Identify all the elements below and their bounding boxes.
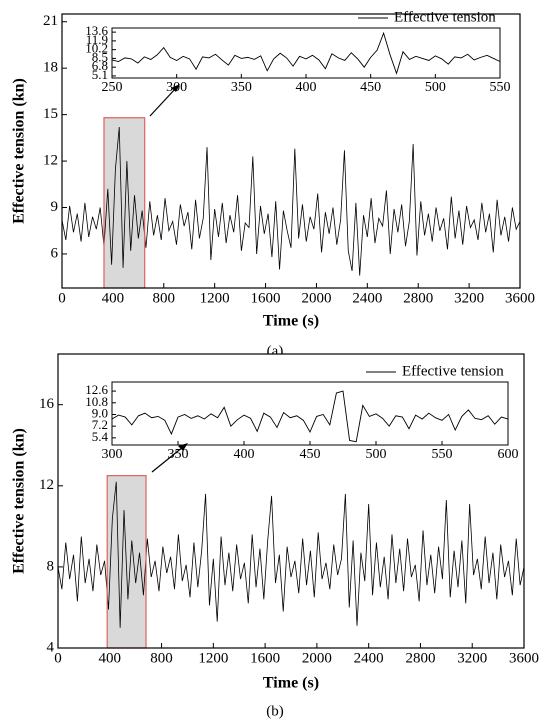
inset-x-tick-label: 350 [168, 447, 189, 462]
x-tick-label: 3200 [457, 650, 487, 666]
y-tick-label: 8 [47, 558, 55, 574]
inset-y-tick-label: 13.6 [85, 23, 108, 38]
inset-y-tick-label: 7.2 [92, 417, 108, 432]
axes-frame [57, 353, 525, 649]
x-tick-label: 0 [54, 650, 62, 666]
inset-plot-area [112, 28, 500, 78]
x-tick-label: 400 [99, 650, 122, 666]
x-tick-label: 2800 [405, 650, 435, 666]
x-tick-label: 2000 [301, 290, 331, 306]
arrow-head [171, 84, 180, 92]
inset-x-tick-label: 550 [490, 80, 511, 95]
x-tick-label: 2800 [403, 290, 433, 306]
inset-y-tick-label: 11.9 [86, 32, 108, 47]
highlight [103, 117, 145, 288]
inset-x-tick-label: 600 [498, 447, 519, 462]
axes-frame [61, 13, 521, 289]
data-line [61, 126, 521, 276]
inset-line [111, 31, 501, 75]
x-tick-label: 2000 [302, 650, 332, 666]
y-tick-label: 15 [43, 106, 58, 122]
legend-label: Effective tension [394, 9, 496, 25]
x-tick-label: 3200 [454, 290, 484, 306]
inset-y-tick-label: 12.6 [85, 382, 108, 397]
x-axis-label: Time (s) [263, 313, 319, 330]
inset-frame [111, 381, 509, 446]
inset-x-tick-label: 500 [425, 80, 446, 95]
x-tick-label: 3600 [509, 650, 539, 666]
y-tick-label: 6 [51, 245, 59, 261]
arrow-head [178, 443, 188, 451]
inset-x-tick-label: 450 [300, 447, 321, 462]
caption: (b) [266, 703, 284, 719]
y-tick-label: 18 [43, 60, 58, 76]
inset-x-tick-label: 500 [366, 447, 387, 462]
y-tick-label: 21 [43, 13, 58, 29]
inset-x-tick-label: 300 [102, 447, 123, 462]
arrows [149, 84, 188, 473]
inset-x-tick-label: 350 [231, 80, 252, 95]
inset-frame [111, 27, 501, 79]
x-tick-label: 1200 [200, 290, 230, 306]
x-tick-label: 1600 [251, 290, 281, 306]
x-tick-label: 2400 [354, 650, 384, 666]
y-tick-label: 16 [39, 396, 55, 412]
inset-y-tick-label: 8.5 [92, 49, 108, 64]
arrow [149, 87, 177, 117]
x-tick-label: 1600 [250, 650, 280, 666]
inset-plot-area [112, 382, 508, 445]
inset-y-tick-label: 5.1 [92, 67, 108, 82]
x-tick-label: 400 [102, 290, 125, 306]
inset-x-tick-label: 400 [234, 447, 255, 462]
inset-x-tick-label: 550 [432, 447, 453, 462]
x-tick-label: 3600 [505, 290, 535, 306]
legend-label: Effective tension [402, 363, 504, 379]
x-axis-label: Time (s) [263, 675, 319, 692]
inset-y-tick-label: 10.2 [85, 41, 108, 56]
inset-y-tick-label: 10.8 [85, 394, 108, 409]
data-line [57, 481, 525, 628]
y-tick-label: 9 [51, 199, 59, 215]
x-tick-label: 1200 [198, 650, 228, 666]
y-axis-label: Effective tension (kn) [11, 78, 28, 224]
x-tick-label: 0 [58, 290, 66, 306]
y-tick-label: 4 [47, 639, 55, 655]
arrow [151, 446, 184, 473]
x-tick-label: 800 [150, 650, 173, 666]
y-axis-label: Effective tension (kn) [11, 428, 28, 574]
inset-y-tick-label: 5.4 [92, 429, 109, 444]
inset-y-tick-label: 6.8 [92, 58, 108, 73]
inset-x-tick-label: 250 [102, 80, 123, 95]
inset-line [111, 390, 509, 443]
y-tick-label: 12 [43, 152, 58, 168]
inset-y-tick-label: 9.0 [92, 405, 108, 420]
inset-x-tick-label: 400 [296, 80, 317, 95]
y-tick-label: 12 [39, 477, 54, 493]
x-tick-label: 2400 [352, 290, 382, 306]
x-tick-label: 800 [153, 290, 176, 306]
inset-x-tick-label: 450 [360, 80, 381, 95]
